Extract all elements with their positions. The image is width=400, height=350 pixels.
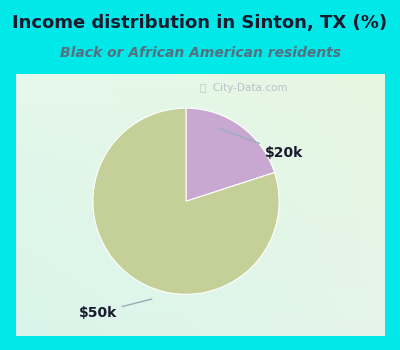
Text: Income distribution in Sinton, TX (%): Income distribution in Sinton, TX (%): [12, 14, 388, 33]
Text: $20k: $20k: [220, 129, 303, 160]
Wedge shape: [186, 108, 274, 201]
Wedge shape: [93, 108, 279, 294]
Text: ⓘ  City-Data.com: ⓘ City-Data.com: [200, 83, 288, 93]
Text: Black or African American residents: Black or African American residents: [60, 46, 340, 60]
Text: $50k: $50k: [78, 299, 152, 320]
